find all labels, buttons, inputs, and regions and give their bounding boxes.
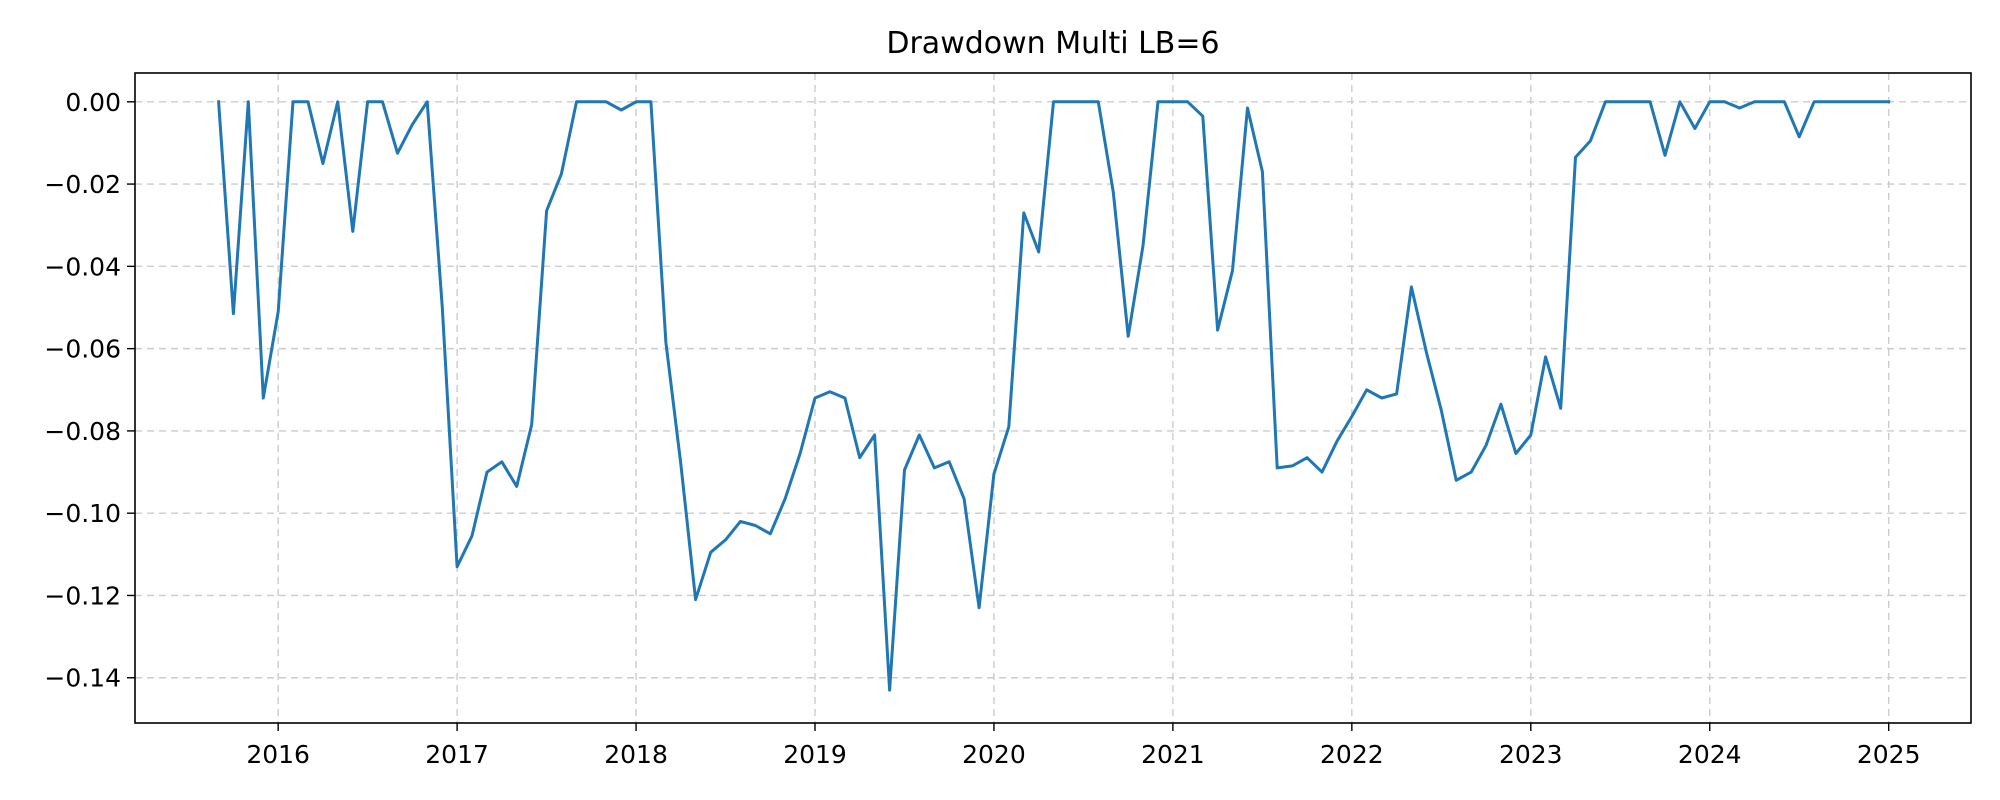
x-tick-label: 2019 [783,740,847,769]
x-axis: 2016 2017 2018 2019 2020 2021 2022 2023 2024 2025 [246,723,1920,769]
y-tick-label: −0.12 [44,581,121,610]
y-tick-label: −0.14 [44,664,121,693]
y-axis: 0.00 −0.02 −0.04 −0.06 −0.08 −0.10 −0.12 −0.14 [44,88,135,693]
x-tick-label: 2024 [1678,740,1742,769]
x-tick-label: 2025 [1857,740,1921,769]
y-tick-label: −0.08 [44,417,121,446]
x-tick-label: 2023 [1499,740,1563,769]
x-tick-label: 2021 [1141,740,1205,769]
y-tick-label: −0.06 [44,335,121,364]
x-tick-label: 2022 [1320,740,1384,769]
y-tick-label: −0.10 [44,499,121,528]
x-tick-label: 2020 [962,740,1026,769]
x-tick-label: 2017 [425,740,489,769]
drawdown-line [216,100,1891,692]
y-tick-label: −0.02 [44,170,121,199]
series-lines [216,100,1891,692]
chart-title: Drawdown Multi LB=6 [886,26,1219,61]
y-tick-label: 0.00 [65,88,121,117]
plot-frame [134,72,1972,724]
x-tick-label: 2016 [246,740,310,769]
x-tick-label: 2018 [604,740,668,769]
y-tick-label: −0.04 [44,252,121,281]
